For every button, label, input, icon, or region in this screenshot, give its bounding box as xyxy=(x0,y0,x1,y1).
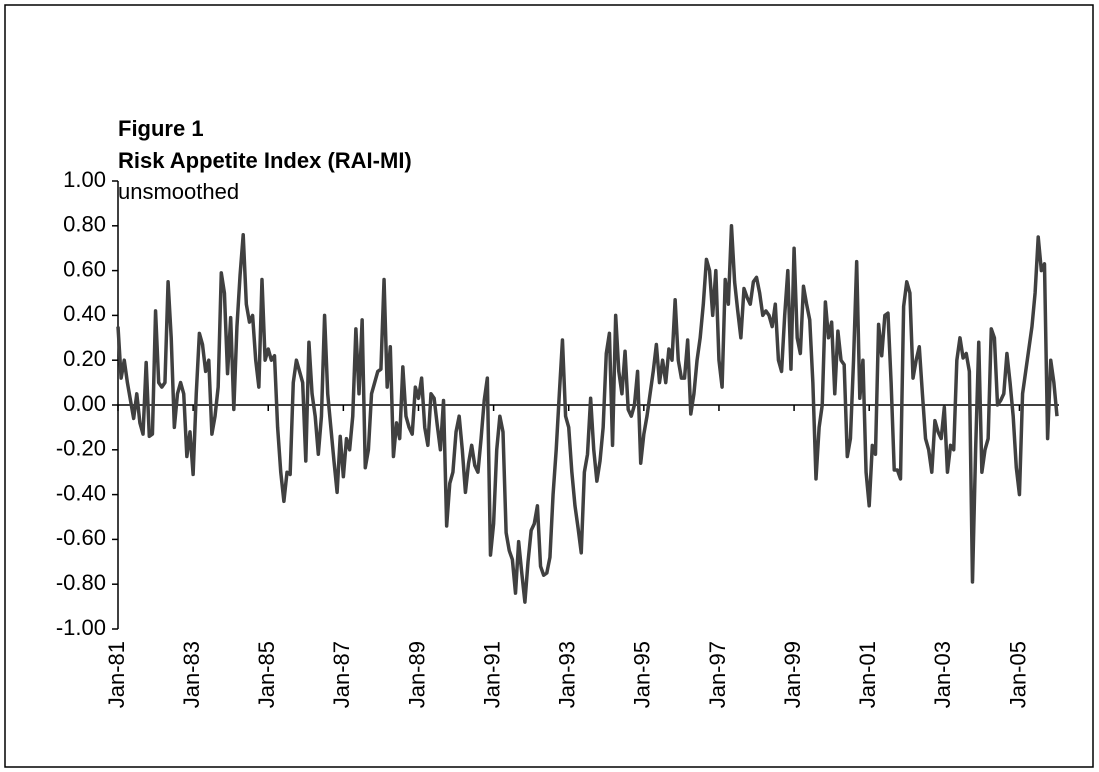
chart-frame xyxy=(4,4,1094,768)
x-tick-label: Jan-91 xyxy=(479,641,504,708)
y-tick-label: -1.00 xyxy=(56,615,106,640)
x-tick-label: Jan-81 xyxy=(104,641,129,708)
chart-note: unsmoothed xyxy=(118,179,239,204)
y-tick-label: 0.40 xyxy=(63,301,106,326)
x-tick-label: Jan-03 xyxy=(930,641,955,708)
y-tick-label: 0.60 xyxy=(63,256,106,281)
y-tick-label: 0.00 xyxy=(63,391,106,416)
y-tick-label: 0.80 xyxy=(63,212,106,237)
y-tick-label: -0.60 xyxy=(56,525,106,550)
y-tick-label: -0.80 xyxy=(56,570,106,595)
x-tick-label: Jan-97 xyxy=(705,641,730,708)
x-tick-label: Jan-93 xyxy=(555,641,580,708)
x-tick-label: Jan-87 xyxy=(329,641,354,708)
chart-title: Figure 1 xyxy=(118,116,204,141)
y-tick-label: 0.20 xyxy=(63,346,106,371)
x-tick-label: Jan-89 xyxy=(404,641,429,708)
x-tick-label: Jan-05 xyxy=(1005,641,1030,708)
x-tick-label: Jan-83 xyxy=(179,641,204,708)
y-tick-label: -0.40 xyxy=(56,480,106,505)
y-tick-label: -0.20 xyxy=(56,436,106,461)
chart-subtitle: Risk Appetite Index (RAI-MI) xyxy=(118,148,412,173)
x-tick-label: Jan-95 xyxy=(630,641,655,708)
data-line xyxy=(116,224,1059,604)
x-tick-label: Jan-85 xyxy=(254,641,279,708)
y-tick-label: 1.00 xyxy=(63,167,106,192)
x-tick-label: Jan-99 xyxy=(780,641,805,708)
x-tick-label: Jan-01 xyxy=(855,641,880,708)
